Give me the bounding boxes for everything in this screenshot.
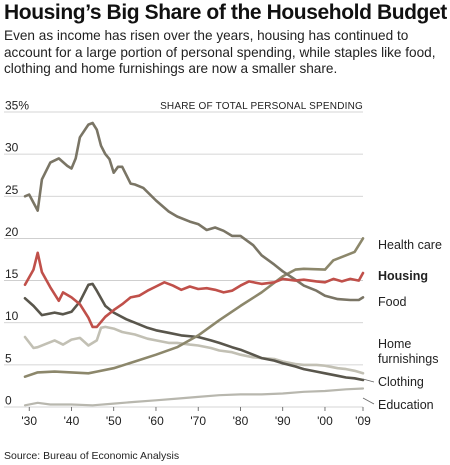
series-line-health-care <box>23 237 365 378</box>
series-line-home-furnishings <box>23 325 365 375</box>
series-label-clothing: Clothing <box>378 375 424 389</box>
label-leader-line <box>362 397 375 405</box>
x-tick-label: '09 <box>355 414 371 428</box>
x-tick-label: '80 <box>233 414 249 428</box>
x-tick-label: '60 <box>148 414 164 428</box>
y-tick-label: 15 <box>5 267 19 281</box>
y-axis-ticks: 35% 30 25 20 15 10 5 0 <box>5 99 29 408</box>
x-tick-label: '50 <box>106 414 122 428</box>
y-tick-label: 35% <box>5 99 29 113</box>
series-lines <box>23 121 365 407</box>
y-tick-label: 10 <box>5 309 19 323</box>
label-leader-line <box>362 378 375 383</box>
series-label-education: Education <box>378 398 434 412</box>
series-label-health-care: Health care <box>378 238 442 252</box>
chart-source: Source: Bureau of Economic Analysis <box>4 450 180 462</box>
y-tick-label: 20 <box>5 225 19 239</box>
y-axis-caption: SHARE OF TOTAL PERSONAL SPENDING <box>160 101 363 112</box>
x-axis-ticks: '30 '40 '50 '60 '70 '80 '90 '00 '09 <box>21 407 371 428</box>
x-tick-label: '70 <box>190 414 206 428</box>
gridlines <box>4 111 363 408</box>
y-tick-label: 25 <box>5 183 19 197</box>
series-line-clothing <box>23 282 365 382</box>
x-tick-label: '90 <box>275 414 291 428</box>
series-line-housing <box>23 251 365 329</box>
x-tick-label: '30 <box>21 414 37 428</box>
y-tick-label: 30 <box>5 141 19 155</box>
chart-subtitle: Even as income has risen over the years,… <box>4 28 436 76</box>
x-tick-label: '40 <box>64 414 80 428</box>
series-line-food <box>23 121 365 302</box>
series-label-housing: Housing <box>378 269 428 283</box>
y-tick-label: 0 <box>5 394 12 408</box>
series-label-home-furnishings: Home furnishings <box>378 337 438 366</box>
chart-title: Housing’s Big Share of the Household Bud… <box>4 1 447 24</box>
x-tick-label: '00 <box>317 414 333 428</box>
y-tick-label: 5 <box>5 351 12 365</box>
series-line-education <box>23 387 365 407</box>
series-labels: Health care Housing Food Home furnishings Clo… <box>362 238 442 412</box>
series-label-food: Food <box>378 295 407 309</box>
